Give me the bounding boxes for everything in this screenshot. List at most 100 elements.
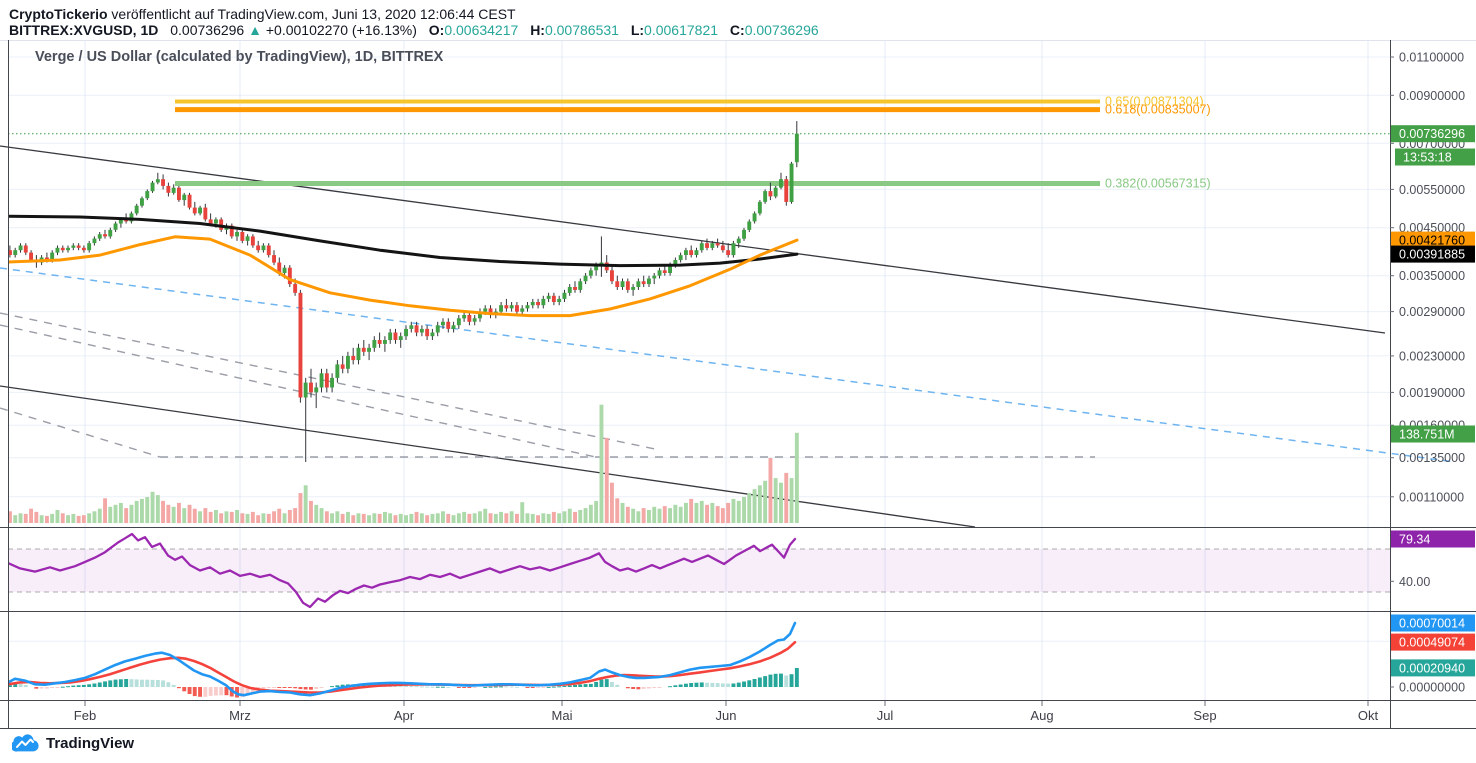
macd-histogram-bar	[530, 687, 535, 688]
candle	[66, 247, 70, 251]
macd-histogram-bar	[583, 684, 588, 687]
macd-histogram-bar	[467, 687, 472, 688]
candle	[319, 373, 324, 388]
macd-badge: 0.00070014	[1391, 614, 1475, 632]
price-axis-label: 0.00135000	[1399, 451, 1465, 465]
candle	[715, 243, 720, 246]
macd-histogram-bar	[578, 684, 583, 687]
macd-histogram-bar	[536, 687, 540, 688]
candle	[504, 305, 509, 309]
macd-histogram-bar	[140, 679, 144, 687]
macd-histogram-bar	[425, 686, 430, 688]
candle	[266, 245, 271, 256]
candle	[60, 247, 65, 251]
volume-bar	[647, 510, 651, 523]
candle	[525, 305, 530, 309]
volume-bar	[250, 511, 255, 523]
svg-text:0.00049074: 0.00049074	[1399, 636, 1465, 650]
byline: CryptoTickerio veröffentlicht auf Tradin…	[9, 6, 516, 22]
macd-histogram-bar	[34, 687, 39, 689]
macd-histogram-bar	[551, 686, 556, 688]
volume-bar	[372, 513, 377, 524]
volume-bar	[340, 513, 345, 523]
svg-text:0.00736296: 0.00736296	[1399, 127, 1465, 141]
time-axis-label: Apr	[394, 708, 415, 723]
lower-downtrend-line[interactable]	[0, 385, 976, 528]
candle	[573, 287, 577, 290]
volume-bar	[134, 500, 139, 523]
gray-dashed-line-1[interactable]	[0, 312, 661, 451]
candle	[456, 318, 461, 326]
volume-bar	[76, 515, 81, 524]
macd-histogram-bar	[161, 680, 165, 687]
macd-histogram-bar	[245, 687, 250, 696]
macd-histogram-bar	[277, 687, 282, 688]
volume-bar	[377, 513, 382, 523]
macd-histogram-bar	[599, 679, 604, 687]
volume-bar	[546, 513, 551, 523]
gray-dashed-line-3[interactable]	[0, 407, 161, 458]
candle	[720, 245, 725, 251]
candle	[689, 250, 694, 255]
price-axis-label: 0.00290000	[1399, 305, 1465, 319]
volume-bar	[171, 506, 176, 524]
volume-bar	[92, 511, 97, 523]
candle	[129, 213, 134, 222]
ma-slow-badge: 0.00391885	[1391, 245, 1475, 263]
candle	[8, 250, 12, 255]
candle	[536, 302, 540, 306]
volume-bar	[472, 513, 477, 524]
macd-histogram-bar	[757, 677, 762, 687]
candle	[652, 275, 657, 279]
candle	[240, 232, 245, 241]
tradingview-logo-text: TradingView	[46, 734, 135, 752]
macd-histogram-bar	[303, 687, 308, 690]
volume-bar	[768, 458, 773, 523]
candle	[393, 332, 398, 340]
volume-bar	[662, 506, 667, 523]
macd-histogram-bar	[45, 687, 49, 689]
macd-histogram-bar	[488, 686, 493, 688]
blue-dashed-trendline[interactable]	[0, 267, 1456, 463]
svg-text:0.00070014: 0.00070014	[1399, 617, 1465, 631]
candle	[636, 281, 641, 287]
price-scale[interactable]: 0.011000000.009000000.007000000.00550000…	[1390, 51, 1475, 695]
candle	[546, 295, 551, 299]
volume-bar	[504, 513, 509, 524]
candle	[229, 225, 234, 237]
close-value: 0.00736296	[744, 22, 819, 38]
macd-histogram-bar	[504, 686, 509, 688]
candle	[166, 185, 171, 193]
volume-bar	[615, 498, 620, 523]
candle	[340, 364, 345, 369]
candle	[372, 340, 377, 348]
candle	[398, 336, 403, 340]
candle	[784, 179, 789, 202]
volume-badge: 138.751M	[1391, 425, 1475, 443]
macd-histogram-bar	[319, 687, 324, 688]
volume-bar	[557, 513, 562, 524]
last-price-badge: 0.00736296	[1391, 125, 1475, 143]
macd-histogram-bar	[731, 683, 736, 687]
volume-bar	[18, 513, 23, 524]
volume-bar	[720, 508, 725, 524]
volume-bar	[430, 513, 435, 523]
candle	[757, 201, 762, 214]
volume-bar	[361, 513, 366, 523]
volume-bar	[129, 504, 134, 523]
time-scale[interactable]: Feb Mrz Apr Mai Jun Jul Aug Sep Okt	[74, 701, 1379, 723]
upper-downtrend-line[interactable]	[0, 145, 1386, 334]
macd-histogram-bar	[293, 687, 298, 689]
candle	[641, 281, 646, 285]
volume-bar	[684, 502, 688, 524]
candle	[488, 308, 493, 315]
symbol-info-bar: BITTREX:XVGUSD, 1D 0.00736296 ▲ +0.00102…	[9, 22, 819, 38]
macd-histogram-bar	[747, 680, 752, 687]
volume-bar	[55, 510, 60, 523]
candle	[45, 257, 49, 260]
candle	[18, 245, 23, 251]
rsi-line	[8, 532, 797, 609]
candle	[610, 270, 614, 282]
author-name: CryptoTickerio	[9, 6, 108, 22]
